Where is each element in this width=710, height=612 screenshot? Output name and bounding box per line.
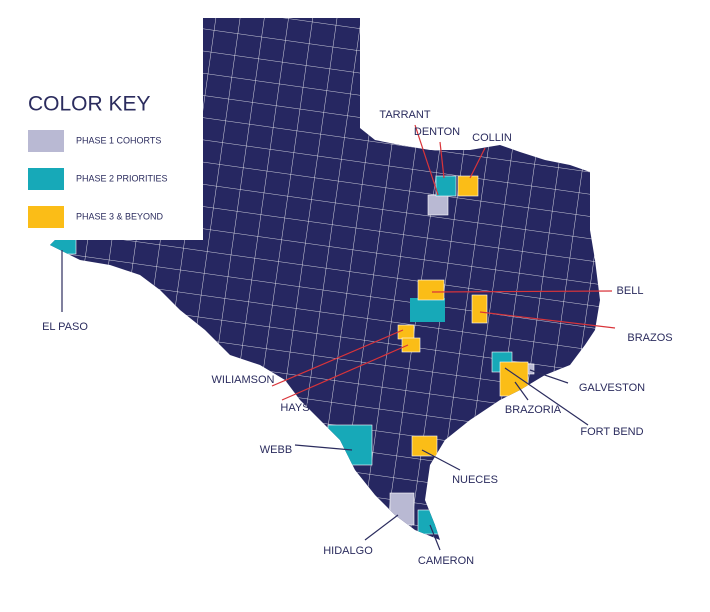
county-label: COLLIN <box>472 132 512 144</box>
key-title: COLOR KEY <box>28 93 151 116</box>
county-highlights <box>50 175 535 535</box>
leader-line <box>504 367 589 426</box>
county-label: GALVESTON <box>579 382 645 394</box>
county-unlabeled <box>410 298 445 322</box>
county-shape <box>427 194 449 216</box>
county-shape <box>389 492 415 526</box>
leader-line <box>514 381 529 401</box>
county-shape <box>499 361 529 397</box>
key-swatch <box>28 206 64 228</box>
key-items: PHASE 1 COHORTS PHASE 2 PRIORITIES PHASE 3… <box>28 130 168 228</box>
leader-line <box>281 344 409 401</box>
leader-line <box>294 444 353 451</box>
county-labels: TARRANT GALVESTON HIDALGO DENTON EL PASO FORT… <box>42 109 673 567</box>
county-shape <box>417 509 441 535</box>
county-label: TARRANT <box>379 109 430 121</box>
county-label: HIDALGO <box>323 545 373 557</box>
key-label: PHASE 3 & BEYOND <box>76 211 164 221</box>
leader-line <box>271 329 404 387</box>
county-label: HAYS <box>280 402 309 414</box>
county-label: WILIAMSON <box>212 374 275 386</box>
key-label: PHASE 2 PRIORITIES <box>76 173 168 183</box>
county-label: FORT BEND <box>580 426 643 438</box>
leader-line <box>529 369 569 384</box>
county-label: WEBB <box>260 444 292 456</box>
leader-line <box>439 141 445 179</box>
key-swatch <box>28 168 64 190</box>
county-label: EL PASO <box>42 321 88 333</box>
county-shape <box>397 324 415 340</box>
leader-line <box>479 311 616 329</box>
leader-line <box>364 514 399 541</box>
county-label: DENTON <box>414 126 460 138</box>
key-swatch <box>28 130 64 152</box>
county-label: CAMERON <box>418 555 474 567</box>
color-key: COLOR KEY PHASE 1 COHORTS PHASE 2 PRIORIT… <box>0 85 203 240</box>
county-shape <box>401 337 421 353</box>
leader-line <box>429 524 441 551</box>
county-shape <box>327 424 373 466</box>
key-label: PHASE 1 COHORTS <box>76 135 161 145</box>
leader-line <box>414 124 439 196</box>
leader-line <box>421 449 461 471</box>
county-label: BRAZORIA <box>505 404 562 416</box>
leader-line <box>469 147 486 179</box>
county-label: NUECES <box>452 474 498 486</box>
county-shape <box>435 175 457 197</box>
county-shape <box>471 294 488 324</box>
leader-line <box>431 290 613 293</box>
county-shape <box>457 175 479 197</box>
county-label: BRAZOS <box>627 332 672 344</box>
leader-lines <box>61 124 616 551</box>
county-label: BELL <box>617 285 644 297</box>
county-shape <box>417 279 445 301</box>
county-shape <box>411 435 438 457</box>
